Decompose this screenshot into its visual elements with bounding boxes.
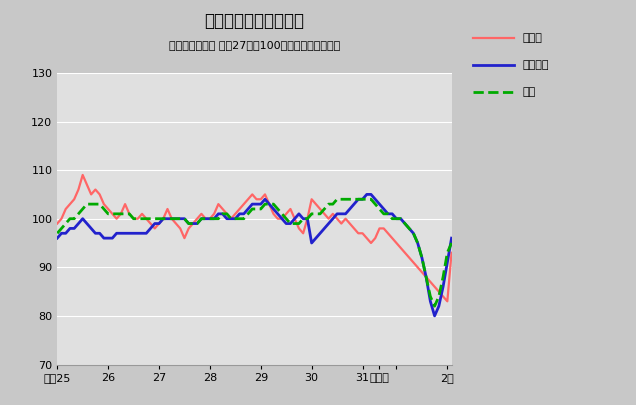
鳥取県: [53, 221, 61, 226]
中国地方: [155, 221, 163, 226]
鳥取県: [354, 231, 362, 236]
全国: [219, 211, 226, 216]
中国地方: [121, 231, 129, 236]
鳥取県: [448, 250, 455, 255]
全国: [431, 304, 438, 309]
Line: 全国: 全国: [57, 199, 452, 306]
中国地方: [219, 211, 226, 216]
Line: 鳥取県: 鳥取県: [57, 175, 452, 301]
Line: 中国地方: 中国地方: [57, 194, 452, 316]
全国: [291, 221, 298, 226]
中国地方: [291, 216, 298, 221]
全国: [354, 197, 362, 202]
Text: 鳥取県: 鳥取県: [522, 32, 542, 43]
鳥取県: [125, 211, 133, 216]
鳥取県: [211, 211, 218, 216]
全国: [206, 216, 214, 221]
全国: [121, 211, 129, 216]
中国地方: [350, 202, 358, 207]
Text: 鉱工業生産指数の推移: 鉱工業生産指数の推移: [204, 12, 305, 30]
中国地方: [53, 236, 61, 241]
全国: [155, 216, 163, 221]
中国地方: [431, 313, 438, 318]
中国地方: [448, 236, 455, 241]
全国: [53, 231, 61, 236]
鳥取県: [295, 226, 303, 231]
鳥取県: [443, 299, 451, 304]
Text: 中国地方: 中国地方: [522, 60, 549, 70]
全国: [448, 241, 455, 245]
Text: （季節調整済， 平成27年＝100、３か月移動平均）: （季節調整済， 平成27年＝100、３か月移動平均）: [169, 40, 340, 51]
中国地方: [206, 216, 214, 221]
鳥取県: [79, 173, 86, 177]
中国地方: [363, 192, 371, 197]
鳥取県: [160, 216, 167, 221]
Text: 全国: 全国: [522, 87, 536, 97]
全国: [333, 197, 341, 202]
鳥取県: [223, 211, 231, 216]
